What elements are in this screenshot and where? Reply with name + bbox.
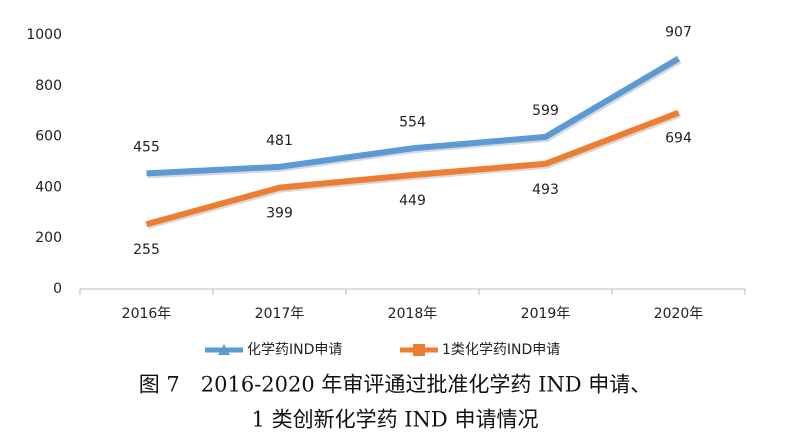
series-line	[145, 109, 680, 228]
x-tick-label: 2020年	[654, 306, 704, 322]
legend-marker	[413, 344, 425, 356]
x-tick-label: 2019年	[521, 306, 571, 322]
data-label: 399	[266, 206, 293, 222]
legend-label: 化学药IND申请	[247, 342, 342, 358]
data-label: 255	[133, 242, 160, 258]
x-tick-label: 2016年	[122, 306, 172, 322]
caption: 1 类创新化学药 IND 申请情况	[252, 408, 539, 432]
data-label: 493	[532, 182, 559, 198]
caption: 图 7 2016-2020 年审评通过批准化学药 IND 申请、	[139, 373, 652, 397]
legend-label: 1类化学药IND申请	[442, 342, 560, 358]
y-tick-label: 0	[53, 281, 62, 297]
data-label: 694	[665, 131, 692, 147]
x-tick-label: 2018年	[388, 306, 438, 322]
data-label: 907	[665, 25, 692, 41]
data-label: 449	[399, 193, 426, 209]
y-tick-label: 800	[35, 78, 62, 94]
data-label: 455	[133, 139, 160, 155]
data-label: 599	[532, 103, 559, 119]
legend-marker	[218, 344, 230, 355]
data-label: 554	[399, 114, 426, 130]
data-label: 481	[266, 133, 293, 149]
y-tick-label: 1000	[26, 27, 62, 43]
y-tick-label: 200	[35, 230, 62, 246]
x-tick-label: 2017年	[255, 306, 305, 322]
y-tick-label: 400	[35, 179, 62, 195]
series-line	[146, 56, 681, 177]
y-tick-label: 600	[35, 129, 62, 145]
